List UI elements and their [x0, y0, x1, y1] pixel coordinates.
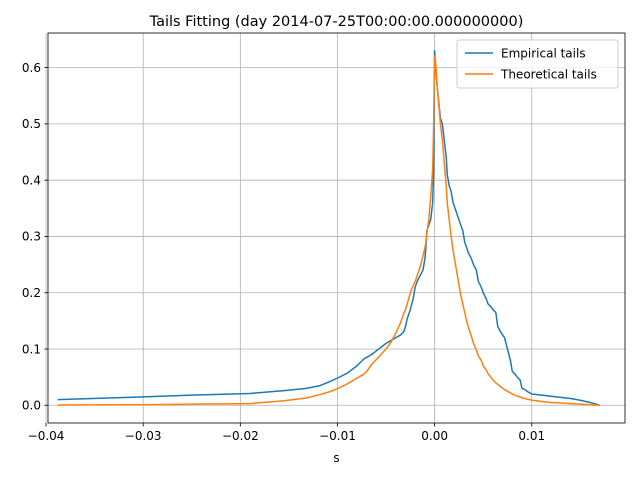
y-tick-label: 0.0	[22, 399, 41, 413]
x-tick-label: 0.01	[518, 429, 545, 443]
y-tick-label: 0.2	[22, 286, 41, 300]
legend: Empirical tails Theoretical tails	[456, 39, 619, 89]
x-tick-label: −0.02	[222, 429, 259, 443]
series-lines	[57, 49, 600, 407]
x-axis-title: s	[333, 451, 339, 465]
y-tick-label: 0.3	[22, 230, 41, 244]
plot-frame	[47, 32, 626, 424]
series-line-empirical	[57, 49, 600, 406]
legend-box	[456, 39, 619, 89]
x-tick-label: −0.03	[125, 429, 162, 443]
x-axis: −0.04 −0.03 −0.02 −0.01 0.00 0.01	[28, 423, 545, 443]
x-tick-label: −0.04	[28, 429, 65, 443]
y-tick-label: 0.4	[22, 173, 41, 187]
x-tick-label: 0.00	[421, 429, 448, 443]
y-tick-label: 0.6	[22, 61, 41, 75]
grid	[45, 33, 625, 423]
legend-label-theoretical: Theoretical tails	[500, 67, 597, 81]
legend-label-empirical: Empirical tails	[501, 46, 586, 60]
x-tick-label: −0.01	[319, 429, 356, 443]
y-tick-label: 0.1	[22, 342, 41, 356]
y-tick-label: 0.5	[22, 117, 41, 131]
series-line-theoretical	[57, 55, 600, 407]
chart-title: Tails Fitting (day 2014-07-25T00:00:00.0…	[149, 14, 524, 30]
y-axis: 0.0 0.1 0.2 0.3 0.4 0.5 0.6	[22, 61, 48, 413]
